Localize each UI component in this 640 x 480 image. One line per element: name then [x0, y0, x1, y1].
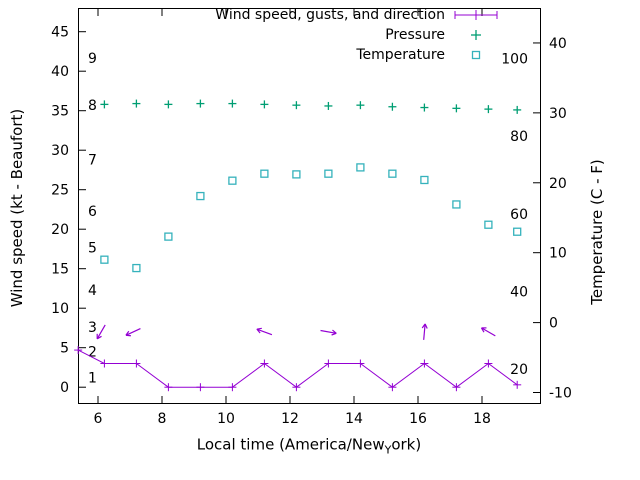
wind-direction-arrowhead: [256, 328, 261, 334]
wind-direction-arrowhead: [125, 330, 130, 336]
y-left-tick-label: 0: [60, 380, 69, 396]
x-axis-title: Local time (America/NewYork): [197, 436, 421, 457]
legend-label-wind: Wind speed, gusts, and direction: [215, 7, 445, 23]
x-axis-title-pre: Local time (America/New: [196, 435, 385, 454]
temperature-point: [260, 169, 269, 178]
beaufort-scale-label: 4: [88, 283, 97, 299]
beaufort-scale-label: 6: [88, 204, 97, 220]
temperature-point: [452, 200, 461, 209]
y-right-tick-label: 40: [549, 36, 567, 52]
y-left-tick-label: 15: [51, 262, 69, 278]
fahrenheit-scale-label: 40: [510, 285, 528, 301]
wind-direction-arrowhead: [332, 329, 337, 334]
wind-direction-arrowhead: [480, 327, 485, 333]
wind-speed-line: [77, 349, 518, 388]
wind-direction-arrowhead: [256, 327, 262, 330]
wind-direction-arrowhead: [96, 335, 102, 340]
plot-border: [78, 8, 541, 404]
wind-direction-arrow: [256, 328, 273, 336]
y-left-axis-title: Wind speed (kt - Beaufort): [8, 108, 26, 308]
wind-direction-arrow: [125, 327, 141, 336]
beaufort-scale-label: 1: [88, 371, 97, 387]
temperature-point: [164, 232, 173, 241]
y-right-tick-label: 10: [549, 246, 567, 262]
y-left-tick-label: 35: [51, 104, 69, 120]
pressure-plus-icon: [453, 28, 499, 42]
temperature-point: [196, 191, 205, 201]
wind-direction-arrow: [481, 327, 496, 337]
fahrenheit-scale-label: 100: [501, 51, 528, 67]
x-tick-label: 18: [473, 411, 491, 427]
temperature-point: [513, 227, 522, 236]
beaufort-scale-label: 3: [88, 320, 97, 336]
fahrenheit-scale-label: 20: [510, 362, 528, 378]
wind-direction-arrow: [423, 323, 426, 340]
temperature-point: [484, 220, 493, 229]
temperature-point: [132, 263, 141, 273]
x-tick-label: 14: [345, 411, 363, 427]
y-left-tick-label: 20: [51, 222, 69, 238]
y-left-tick-label: 40: [51, 64, 69, 80]
beaufort-scale-label: 7: [88, 153, 97, 169]
fahrenheit-scale-label: 60: [510, 207, 528, 223]
legend-marker-svg: [471, 30, 481, 40]
y-left-tick-label: 10: [51, 301, 69, 317]
legend-marker-shape: [471, 50, 481, 60]
temperature-point: [292, 170, 301, 179]
y-left-tick-label: 45: [51, 25, 69, 41]
y-right-tick-label: 0: [549, 316, 558, 332]
x-tick-label: 10: [217, 411, 235, 427]
beaufort-scale-label: 8: [88, 98, 97, 114]
wind-direction-arrow: [96, 324, 106, 340]
y-left-tick-label: 30: [51, 143, 69, 159]
wind-direction-arrowhead: [421, 323, 426, 329]
temperature-point: [324, 169, 333, 178]
legend-item-pressure: Pressure: [215, 25, 499, 45]
x-tick-label: 16: [409, 411, 427, 427]
legend-label-pressure: Pressure: [385, 27, 445, 43]
y-right-tick-label: 20: [549, 176, 567, 192]
temperature-point: [356, 163, 365, 172]
temperature-point: [388, 169, 397, 178]
x-tick-label: 6: [94, 411, 103, 427]
chart-legend: Wind speed, gusts, and direction Pressur…: [215, 5, 499, 65]
beaufort-scale-label: 2: [88, 345, 97, 361]
temperature-square-icon: [453, 48, 499, 62]
legend-label-temperature: Temperature: [356, 47, 445, 63]
legend-marker-svg: [454, 10, 498, 20]
fahrenheit-scale-label: 80: [510, 129, 528, 145]
x-axis-title-post: ork): [391, 435, 422, 454]
legend-item-wind: Wind speed, gusts, and direction: [215, 5, 499, 25]
x-tick-label: 12: [281, 411, 299, 427]
beaufort-scale-label: 9: [88, 51, 97, 67]
y-left-tick-label: 25: [51, 183, 69, 199]
wind-direction-arrowhead: [331, 332, 337, 336]
wind-direction-arrowhead: [424, 323, 428, 329]
wind-errorbar-icon: [453, 8, 499, 22]
temperature-point: [420, 175, 429, 185]
y-right-tick-label: 30: [549, 106, 567, 122]
y-right-axis-title: Temperature (C - F): [588, 159, 606, 305]
temperature-point: [100, 255, 109, 264]
legend-marker-svg: [471, 50, 481, 60]
x-tick-label: 8: [158, 411, 167, 427]
legend-item-temperature: Temperature: [215, 45, 499, 65]
wind-direction-arrow: [320, 329, 337, 334]
y-right-tick-label: -10: [549, 386, 572, 402]
x-axis-title-sub-y: Y: [384, 443, 392, 457]
temperature-point: [228, 176, 237, 185]
beaufort-scale-label: 5: [88, 240, 97, 256]
y-left-tick-label: 5: [60, 341, 69, 357]
